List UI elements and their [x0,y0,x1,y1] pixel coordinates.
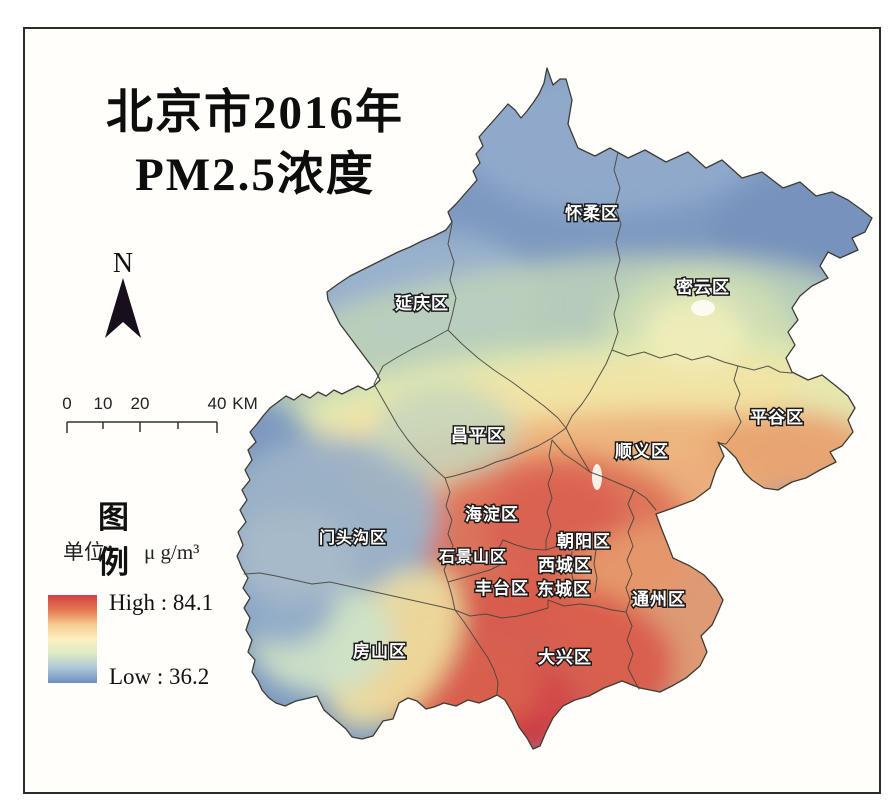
north-arrow: N [105,248,141,338]
beijing-boundary-outline [236,67,873,750]
map-title-line2: PM2.5浓度 [135,149,375,202]
scale-tick-20: 20 [131,394,150,413]
district-label-daxing: 大兴区 [538,647,592,667]
district-borders [243,151,793,695]
scale-bar [66,421,218,433]
legend-low-label: Low : 36.2 [109,664,210,689]
district-label-chaoyang: 朝阳区 [557,531,611,551]
reservoir-highlights [592,285,719,490]
scale-bar-labels: 0 10 20 40 KM [62,394,257,413]
district-label-pinggu: 平谷区 [750,408,804,427]
scale-tick-10: 10 [94,394,113,413]
map-title: 北京市2016年 PM2.5浓度 [40,82,470,206]
district-label-miyun: 密云区 [676,277,730,297]
district-label-yanqing: 延庆区 [394,293,449,313]
district-label-changping: 昌平区 [451,426,505,445]
district-label-tongzhou: 通州区 [632,590,686,609]
north-arrow-icon [105,278,141,338]
legend-unit: 单位： μ g/m³ [63,536,199,566]
district-label-shunyi: 顺义区 [615,441,669,461]
legend-gradient-bar [48,595,97,683]
district-label-shijingshan: 石景山区 [438,548,507,566]
scale-tick-40: 40 [208,394,227,413]
district-label-xicheng: 西城区 [538,556,592,575]
district-label-fengtai: 丰台区 [475,578,529,598]
legend-unit-value: μ g/m³ [144,540,200,564]
scale-tick-0: 0 [62,394,71,413]
scale-unit: KM [232,394,258,413]
legend-heading: 图例 [98,500,133,580]
district-label-huairou: 怀柔区 [565,204,619,223]
district-label-mentougou: 门头沟区 [319,528,387,547]
district-label-haidian: 海淀区 [465,504,519,524]
map-title-line1: 北京市2016年 [106,87,404,139]
north-arrow-label: N [113,248,133,279]
legend-unit-prefix: 单位： [63,540,126,564]
legend-high-label: High : 84.1 [109,590,214,615]
district-label-dongcheng: 东城区 [537,579,591,599]
district-label-fangshan: 房山区 [353,641,407,661]
district-labels: 怀柔区 密云区 延庆区 昌平区 顺义区 平谷区 门头沟区 海淀区 朝阳区 石景山… [317,203,804,669]
